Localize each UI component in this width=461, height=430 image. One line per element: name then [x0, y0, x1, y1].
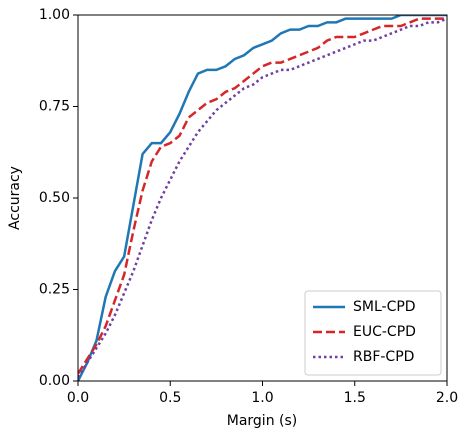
data-line — [78, 15, 447, 381]
x-tick-label: 0.0 — [67, 390, 89, 406]
data-line — [78, 17, 447, 379]
x-tick-label: 2.0 — [436, 390, 458, 406]
x-tick-label: 0.5 — [159, 390, 181, 406]
x-tick-label: 1.0 — [251, 390, 273, 406]
y-tick-label: 0.50 — [39, 190, 70, 206]
y-tick-label: 1.00 — [39, 7, 70, 23]
plot-frame — [77, 14, 448, 382]
legend-label: EUC-CPD — [353, 324, 416, 340]
y-tick-label: 0.75 — [39, 99, 70, 115]
data-line — [78, 17, 447, 375]
legend-label: RBF-CPD — [353, 349, 414, 365]
legend-box — [304, 290, 442, 376]
x-tick-label: 1.5 — [344, 390, 366, 406]
y-axis-label: Accuracy — [7, 166, 23, 230]
y-tick-label: 0.25 — [39, 282, 70, 298]
x-axis-label: Margin (s) — [227, 413, 298, 429]
y-tick-label: 0.00 — [39, 373, 70, 389]
legend-label: SML-CPD — [353, 299, 416, 315]
